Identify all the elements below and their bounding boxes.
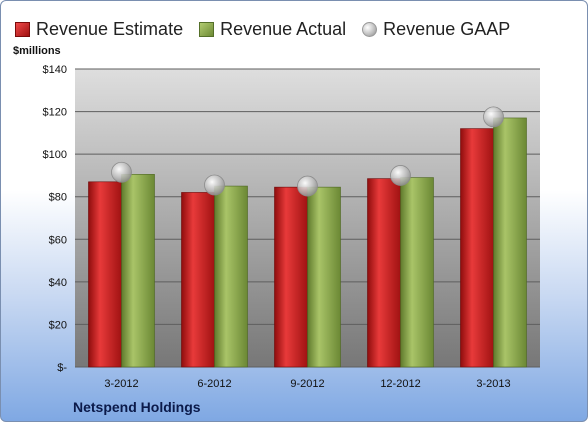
bar-revenue-estimate [460, 128, 494, 368]
legend-label-estimate: Revenue Estimate [36, 18, 184, 39]
x-tick-label: 12-2012 [380, 378, 420, 390]
company-name: Netspend Holdings [73, 399, 201, 415]
bars [88, 117, 527, 368]
legend-swatch-gaap [362, 21, 378, 37]
y-tick-label: $60 [49, 234, 67, 246]
marker-revenue-gaap [111, 161, 132, 183]
marker-revenue-gaap [204, 174, 225, 196]
bar-revenue-estimate [181, 192, 215, 368]
legend-item-estimate: Revenue Estimate [15, 19, 183, 40]
bar-revenue-estimate [367, 178, 401, 368]
marker-revenue-gaap [297, 175, 318, 197]
legend-item-gaap: Revenue GAAP [362, 19, 510, 40]
bar-revenue-actual [400, 177, 434, 368]
legend-label-gaap: Revenue GAAP [383, 18, 511, 39]
bar-revenue-actual [493, 117, 527, 368]
y-tick-label: $100 [43, 149, 67, 161]
y-tick-label: $120 [43, 107, 67, 119]
x-tick-label: 9-2012 [290, 378, 324, 390]
bar-revenue-actual [307, 186, 341, 368]
legend-label-actual: Revenue Actual [220, 18, 347, 39]
bar-revenue-actual [214, 185, 248, 368]
legend-item-actual: Revenue Actual [199, 19, 346, 40]
marker-revenue-gaap [390, 165, 411, 186]
legend: Revenue Estimate Revenue Actual Revenue … [15, 17, 526, 41]
marker-revenue-gaap [483, 106, 504, 128]
bar-revenue-actual [121, 174, 155, 368]
gaap-markers [111, 106, 504, 197]
legend-swatch-actual [199, 21, 215, 37]
y-tick-label: $140 [43, 64, 67, 76]
x-tick-label: 3-2012 [104, 378, 138, 390]
legend-swatch-estimate [15, 21, 30, 37]
x-tick-label: 3-2013 [476, 378, 510, 390]
y-tick-label: $20 [49, 319, 67, 331]
y-axis-units-label: $millions [13, 45, 61, 57]
bar-revenue-estimate [88, 181, 122, 368]
y-axis-ticks: $- $20 $40 $60 $80 $100 $120 $140 [43, 64, 68, 374]
x-axis-ticks: 3-2012 6-2012 9-2012 12-2012 3-2013 [104, 378, 510, 390]
y-tick-label: $- [57, 362, 67, 374]
y-tick-label: $40 [49, 277, 67, 289]
x-tick-label: 6-2012 [197, 378, 231, 390]
bar-revenue-estimate [274, 186, 308, 368]
y-tick-label: $80 [49, 192, 67, 204]
